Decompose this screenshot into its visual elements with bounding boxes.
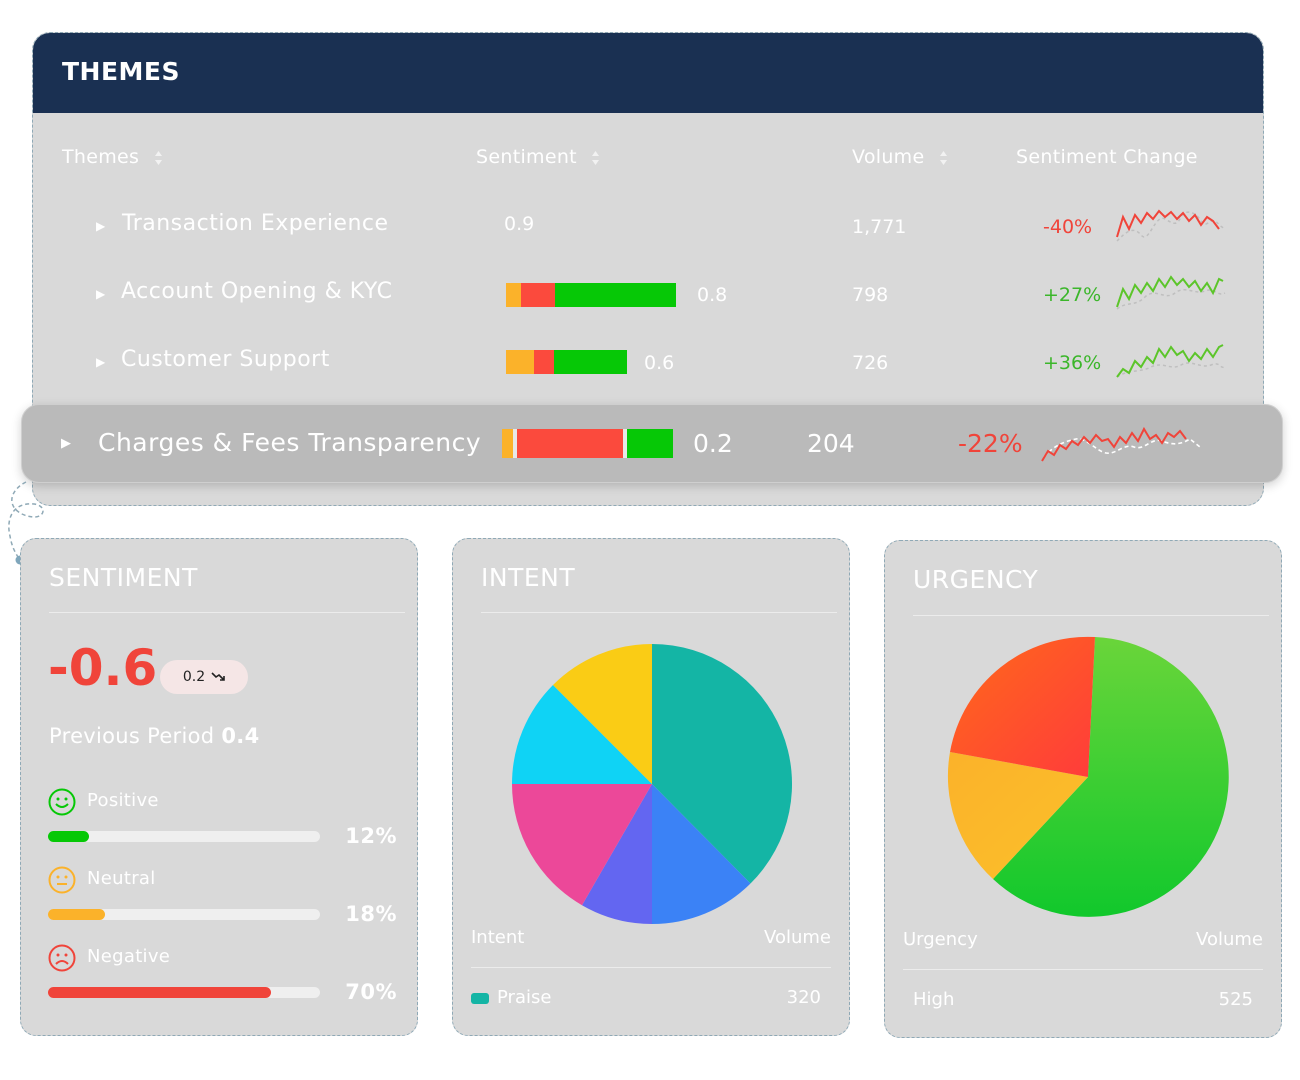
expand-arrow-icon[interactable]: ▶ bbox=[61, 436, 71, 451]
column-header-volume[interactable]: Volume bbox=[852, 146, 947, 168]
frown-icon bbox=[48, 944, 76, 972]
card-title: SENTIMENT bbox=[49, 563, 198, 592]
intent-pie-chart[interactable] bbox=[510, 642, 794, 926]
progress-fill bbox=[48, 909, 106, 920]
theme-name[interactable]: Transaction Experience bbox=[122, 211, 389, 236]
theme-change: +27% bbox=[1043, 284, 1102, 306]
legend-value: 525 bbox=[1218, 989, 1253, 1010]
column-label: Volume bbox=[852, 146, 925, 168]
theme-score: 0.8 bbox=[697, 284, 728, 306]
column-label: Themes bbox=[62, 146, 140, 168]
theme-change: +36% bbox=[1043, 352, 1102, 374]
legend-value: 320 bbox=[786, 987, 821, 1008]
divider bbox=[471, 967, 831, 968]
sort-icon[interactable] bbox=[939, 150, 947, 165]
sentiment-label-negative: Negative bbox=[87, 946, 171, 967]
delta-value: 0.2 bbox=[182, 669, 206, 685]
column-header-themes[interactable]: Themes bbox=[62, 146, 162, 168]
themes-header: THEMES bbox=[33, 33, 1263, 113]
sentiment-bar bbox=[506, 283, 676, 307]
themes-title: THEMES bbox=[62, 57, 181, 86]
progress-bar-positive bbox=[48, 831, 320, 842]
column-label: Sentiment Change bbox=[1016, 146, 1198, 168]
divider bbox=[49, 612, 405, 613]
previous-period-label: Previous Period bbox=[49, 724, 215, 748]
theme-change: -40% bbox=[1043, 216, 1093, 238]
smile-icon bbox=[48, 788, 76, 816]
sparkline-chart bbox=[1116, 275, 1226, 310]
sort-icon[interactable] bbox=[154, 150, 162, 165]
column-label: Sentiment bbox=[476, 146, 577, 168]
legend-column-intent: Intent bbox=[471, 927, 525, 948]
theme-name[interactable]: Charges & Fees Transparency bbox=[98, 428, 482, 457]
theme-volume: 726 bbox=[852, 352, 889, 374]
sentiment-label-neutral: Neutral bbox=[87, 868, 156, 889]
sentiment-card: SENTIMENT -0.6 0.2 Previous Period 0.4 P… bbox=[20, 538, 418, 1036]
expand-arrow-icon[interactable]: ▶ bbox=[96, 287, 106, 301]
theme-volume: 1,771 bbox=[852, 216, 907, 238]
pie-slice bbox=[553, 644, 652, 784]
sparkline-chart bbox=[1041, 426, 1201, 462]
pie-slice bbox=[652, 644, 793, 884]
sentiment-percent-negative: 70% bbox=[345, 980, 397, 1004]
sentiment-score: -0.6 bbox=[48, 639, 158, 697]
intent-card: INTENT Intent Volume Praise 320 bbox=[452, 538, 850, 1036]
legend-swatch bbox=[471, 992, 489, 1004]
previous-period: Previous Period 0.4 bbox=[49, 724, 260, 748]
legend-label: Praise bbox=[497, 987, 552, 1008]
theme-score: 0.9 bbox=[504, 213, 535, 235]
theme-volume: 204 bbox=[807, 429, 855, 458]
urgency-pie-chart[interactable] bbox=[946, 635, 1230, 919]
delta-badge: 0.2 bbox=[160, 660, 248, 694]
legend-item-high[interactable]: High bbox=[913, 989, 955, 1010]
column-header-sentiment-change[interactable]: Sentiment Change bbox=[1016, 146, 1198, 168]
pie-slice bbox=[652, 784, 751, 924]
progress-fill bbox=[48, 987, 272, 998]
expand-arrow-icon[interactable]: ▶ bbox=[96, 355, 106, 369]
sentiment-bar bbox=[506, 350, 627, 374]
neutral-face-icon bbox=[48, 866, 76, 894]
theme-change: -22% bbox=[958, 429, 1023, 458]
pie-slice bbox=[950, 636, 1095, 777]
theme-name[interactable]: Account Opening & KYC bbox=[121, 279, 393, 304]
pie-slice bbox=[582, 784, 652, 924]
card-title: URGENCY bbox=[913, 565, 1039, 594]
pie-slice bbox=[512, 784, 652, 906]
urgency-card: URGENCY Urgency Volume High 525 bbox=[884, 540, 1282, 1038]
sentiment-percent-positive: 12% bbox=[345, 824, 397, 848]
sparkline-chart bbox=[1116, 344, 1226, 378]
theme-score: 0.6 bbox=[644, 352, 675, 374]
progress-bar-negative bbox=[48, 987, 320, 998]
theme-score: 0.2 bbox=[693, 429, 733, 458]
card-title: INTENT bbox=[481, 563, 576, 592]
divider bbox=[913, 615, 1269, 616]
theme-volume: 798 bbox=[852, 284, 889, 306]
legend-column-urgency: Urgency bbox=[903, 929, 978, 950]
trend-down-icon bbox=[211, 672, 225, 681]
divider bbox=[903, 969, 1263, 970]
expand-arrow-icon[interactable]: ▶ bbox=[96, 219, 106, 233]
legend-column-volume: Volume bbox=[1196, 929, 1263, 950]
sentiment-percent-neutral: 18% bbox=[345, 902, 397, 926]
highlighted-theme-row[interactable]: ▶ Charges & Fees Transparency 0.2 204 -2… bbox=[21, 404, 1283, 483]
sentiment-bar bbox=[502, 429, 673, 458]
previous-period-value: 0.4 bbox=[221, 724, 260, 748]
column-header-sentiment[interactable]: Sentiment bbox=[476, 146, 600, 168]
pie-slice bbox=[512, 685, 652, 784]
divider bbox=[481, 612, 837, 613]
sparkline-chart bbox=[1116, 209, 1226, 242]
progress-bar-neutral bbox=[48, 909, 320, 920]
sentiment-label-positive: Positive bbox=[87, 790, 159, 811]
theme-name[interactable]: Customer Support bbox=[121, 347, 330, 372]
pie-slice bbox=[993, 637, 1229, 917]
pie-slice bbox=[947, 752, 1088, 879]
legend-column-volume: Volume bbox=[764, 927, 831, 948]
progress-fill bbox=[48, 831, 89, 842]
sort-icon[interactable] bbox=[592, 150, 600, 165]
legend-item-praise[interactable]: Praise bbox=[471, 987, 551, 1008]
